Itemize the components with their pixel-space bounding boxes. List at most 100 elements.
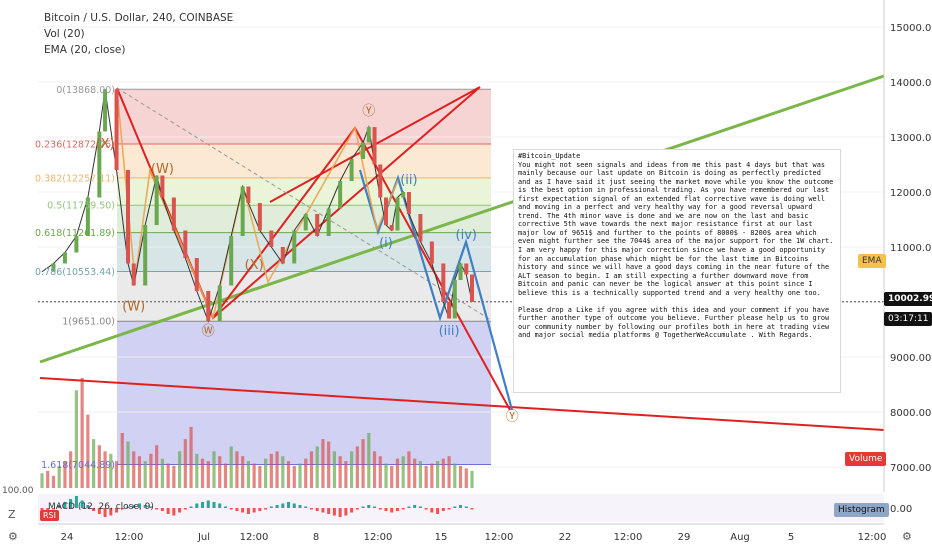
settings-gear-icon[interactable]: ⚙ bbox=[8, 530, 18, 543]
candle bbox=[229, 236, 234, 286]
candle bbox=[74, 236, 79, 253]
macd-bar bbox=[264, 508, 268, 510]
volume-bar bbox=[458, 466, 463, 488]
volume-bar bbox=[97, 445, 101, 488]
candle bbox=[429, 241, 434, 264]
wave-label: (ii) bbox=[400, 173, 417, 188]
drawing-lines[interactable] bbox=[39, 74, 885, 431]
macd-bar bbox=[459, 505, 463, 508]
volume-legend[interactable]: Vol (20) bbox=[44, 28, 85, 40]
red-support-line bbox=[39, 377, 885, 431]
candle bbox=[103, 89, 108, 132]
candle bbox=[143, 225, 148, 286]
volume-bar bbox=[149, 453, 153, 488]
volume-bar bbox=[229, 446, 233, 488]
candle bbox=[406, 192, 411, 214]
time-tick-label: 8 bbox=[313, 532, 319, 543]
volume-bar bbox=[132, 451, 136, 488]
macd-bar bbox=[246, 508, 250, 514]
price-tick-label: 8000.00 bbox=[890, 408, 931, 419]
macd-bar bbox=[269, 506, 273, 508]
wave-label: Ⓨ bbox=[506, 409, 519, 424]
candle bbox=[85, 197, 90, 236]
volume-bar bbox=[109, 453, 113, 488]
candle bbox=[395, 197, 400, 231]
candle bbox=[97, 131, 102, 198]
macd-bar bbox=[292, 503, 296, 508]
macd-bar bbox=[126, 506, 130, 508]
macd-bar bbox=[143, 505, 147, 508]
price-axis[interactable]: 15000.00 14000.00 13000.00 12000.00 11000.00… bbox=[883, 0, 932, 492]
fibonacci-retracement[interactable] bbox=[117, 88, 491, 466]
fib-zone bbox=[117, 89, 491, 144]
candle bbox=[160, 175, 165, 198]
candle bbox=[269, 230, 274, 247]
candle bbox=[447, 302, 452, 319]
macd-bar bbox=[332, 508, 336, 516]
macd-bar bbox=[63, 502, 67, 508]
candle bbox=[114, 89, 119, 170]
wave-label: Ⓨ bbox=[362, 104, 375, 119]
macd-bar bbox=[86, 505, 90, 508]
macd-bar bbox=[120, 508, 124, 510]
macd-zero-label: 0.00 bbox=[890, 504, 912, 515]
macd-bar bbox=[298, 505, 302, 508]
volume-bar bbox=[63, 461, 67, 488]
time-tick-label: Jul bbox=[197, 532, 210, 543]
time-tick-label: 29 bbox=[678, 532, 691, 543]
candle bbox=[206, 291, 211, 322]
volume-bar bbox=[200, 458, 205, 488]
macd-bar bbox=[304, 506, 308, 508]
volume-bar bbox=[418, 461, 422, 488]
macd-bar bbox=[355, 508, 359, 510]
volume-bar bbox=[367, 433, 371, 488]
macd-bar bbox=[395, 508, 399, 511]
time-tick-label: 15 bbox=[435, 532, 448, 543]
macd-bar bbox=[103, 508, 107, 517]
volume-bar bbox=[327, 441, 331, 488]
macd-bar bbox=[132, 505, 136, 508]
macd-bar bbox=[338, 508, 342, 517]
macd-bar bbox=[155, 508, 159, 510]
time-tick-label: 5 bbox=[788, 532, 794, 543]
ema-legend[interactable]: EMA (20, close) bbox=[44, 44, 126, 56]
candle bbox=[452, 280, 457, 319]
countdown-tag: 03:17:11 bbox=[884, 312, 932, 326]
candle bbox=[240, 186, 245, 236]
rsi-tag[interactable]: RSI bbox=[40, 510, 59, 521]
macd-legend[interactable]: MACD (12, 26, close, 9) bbox=[48, 502, 154, 512]
volume-bar bbox=[143, 461, 147, 488]
time-axis[interactable]: 24 12:00 Jul 12:00 8 12:00 15 12:00 22 12:00 29 Aug… bbox=[38, 523, 886, 543]
candle bbox=[464, 263, 469, 275]
time-tick-label: 12:00 bbox=[364, 532, 393, 543]
macd-bar bbox=[361, 506, 365, 508]
volume-bar bbox=[401, 456, 405, 488]
macd-bar bbox=[378, 508, 382, 510]
wave-label: (W) bbox=[122, 299, 145, 314]
volume-bar bbox=[183, 439, 187, 488]
macd-bar bbox=[223, 506, 227, 508]
volume-bar bbox=[390, 466, 394, 488]
macd-bar bbox=[241, 508, 245, 513]
macd-bar bbox=[401, 508, 405, 510]
zoom-z-label[interactable]: Z bbox=[8, 508, 16, 521]
macd-bar bbox=[97, 508, 101, 514]
analysis-note[interactable]: #Bitcoin_Update You might not seen signa… bbox=[513, 149, 841, 393]
time-tick-label: 12:00 bbox=[614, 532, 643, 543]
macd-pane[interactable]: 0.00 bbox=[38, 494, 912, 522]
candle bbox=[131, 263, 136, 286]
wave-label: (X) bbox=[245, 258, 264, 273]
candle bbox=[303, 214, 308, 231]
macd-bar bbox=[350, 508, 354, 513]
volume-bar bbox=[269, 453, 273, 488]
wave-label: (iv) bbox=[456, 228, 477, 243]
last-price-tag: 10002.99 bbox=[884, 292, 932, 306]
chart-settings-gear-icon[interactable]: ⚙ bbox=[902, 530, 912, 543]
fib-label: 0(13868.00) bbox=[56, 85, 115, 96]
macd-bar bbox=[344, 508, 348, 516]
macd-bar bbox=[201, 502, 205, 508]
macd-bar bbox=[373, 506, 377, 508]
volume-bar bbox=[470, 470, 474, 488]
macd-bar bbox=[166, 508, 170, 514]
volume-bar bbox=[298, 463, 302, 488]
